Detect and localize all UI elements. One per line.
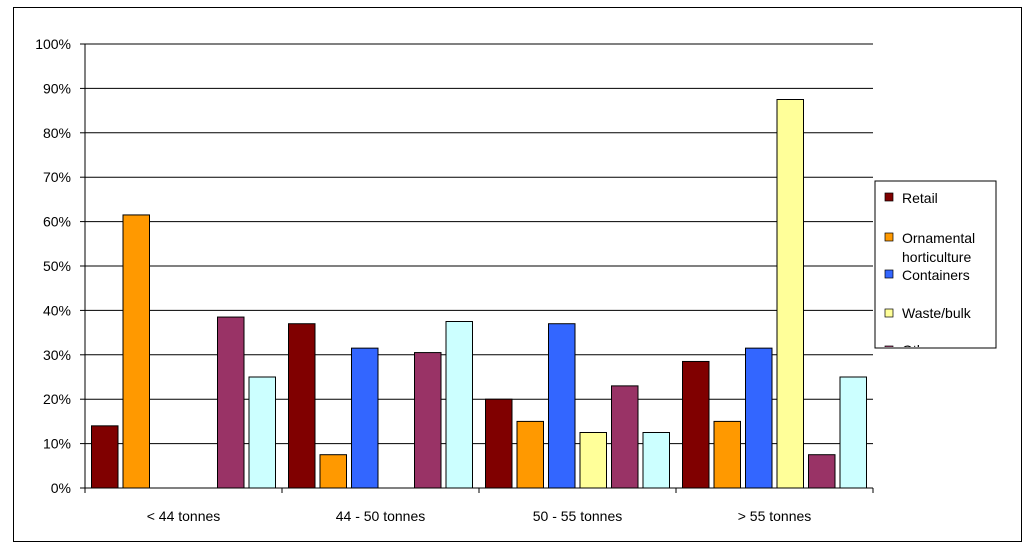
bar-ornamental-horticulture-3	[713, 420, 741, 489]
bar-series-5-0	[248, 376, 276, 489]
x-tick-labels: < 44 tonnes 44 - 50 tonnes 50 - 55 tonnes >…	[147, 508, 812, 524]
bar-retail-0	[91, 425, 119, 489]
x-tick-label: > 55 tonnes	[738, 508, 812, 524]
y-tick-label: 80%	[43, 125, 71, 141]
bar-retail-1	[288, 323, 316, 489]
y-tick-label: 10%	[43, 436, 71, 452]
bar-series-4-0	[217, 316, 245, 489]
legend-label-ornamental: Ornamental horticulture	[902, 230, 979, 265]
legend-label-waste-bulk: Waste/bulk	[902, 305, 972, 321]
legend: Retail Ornamental horticulture Container…	[874, 180, 997, 358]
bar-containers-2	[548, 323, 576, 489]
y-tick-label: 70%	[43, 169, 71, 185]
x-tick-label: < 44 tonnes	[147, 508, 221, 524]
bar-retail-3	[682, 360, 710, 489]
bar-containers-3	[745, 347, 773, 489]
legend-swatch-ornamental	[884, 232, 894, 242]
bar-ornamental-horticulture-0	[122, 214, 150, 489]
legend-swatch-other	[884, 345, 894, 347]
bar-series-4-1	[414, 352, 442, 489]
bar-ornamental-horticulture-2	[516, 420, 544, 489]
x-tick-label: 50 - 55 tonnes	[533, 508, 623, 524]
bar-waste-bulk-3	[776, 99, 804, 489]
bar-series-5-1	[445, 321, 473, 489]
bar-waste-bulk-2	[579, 432, 607, 489]
legend-swatch-retail	[884, 192, 894, 202]
bar-retail-2	[485, 398, 513, 489]
bar-series-5-2	[642, 432, 670, 489]
axes	[84, 44, 874, 493]
bar-series-4-2	[611, 385, 639, 489]
y-tick-labels: 0% 10% 20% 30% 40% 50% 60% 70% 80% 90% 100%	[35, 36, 71, 496]
bar-series-5-3	[839, 376, 867, 489]
bar-series	[91, 99, 867, 489]
bar-ornamental-horticulture-1	[319, 454, 347, 489]
y-tick-label: 90%	[43, 80, 71, 96]
y-tick-label: 50%	[43, 258, 71, 274]
y-tick-label: 30%	[43, 347, 71, 363]
bar-containers-1	[351, 347, 379, 489]
y-tick-label: 20%	[43, 391, 71, 407]
legend-label-other: Oth...	[902, 342, 936, 358]
legend-label-retail: Retail	[902, 190, 938, 206]
legend-label-containers: Containers	[902, 267, 970, 283]
legend-box	[874, 180, 997, 349]
y-tick-label: 0%	[51, 480, 71, 496]
y-tick-label: 100%	[35, 36, 71, 52]
y-tick-label: 40%	[43, 302, 71, 318]
y-tick-label: 60%	[43, 214, 71, 230]
gridlines	[80, 43, 873, 489]
legend-swatch-waste-bulk	[884, 308, 894, 318]
x-tick-label: 44 - 50 tonnes	[336, 508, 426, 524]
legend-swatch-containers	[884, 269, 894, 279]
bar-series-4-3	[808, 454, 836, 489]
